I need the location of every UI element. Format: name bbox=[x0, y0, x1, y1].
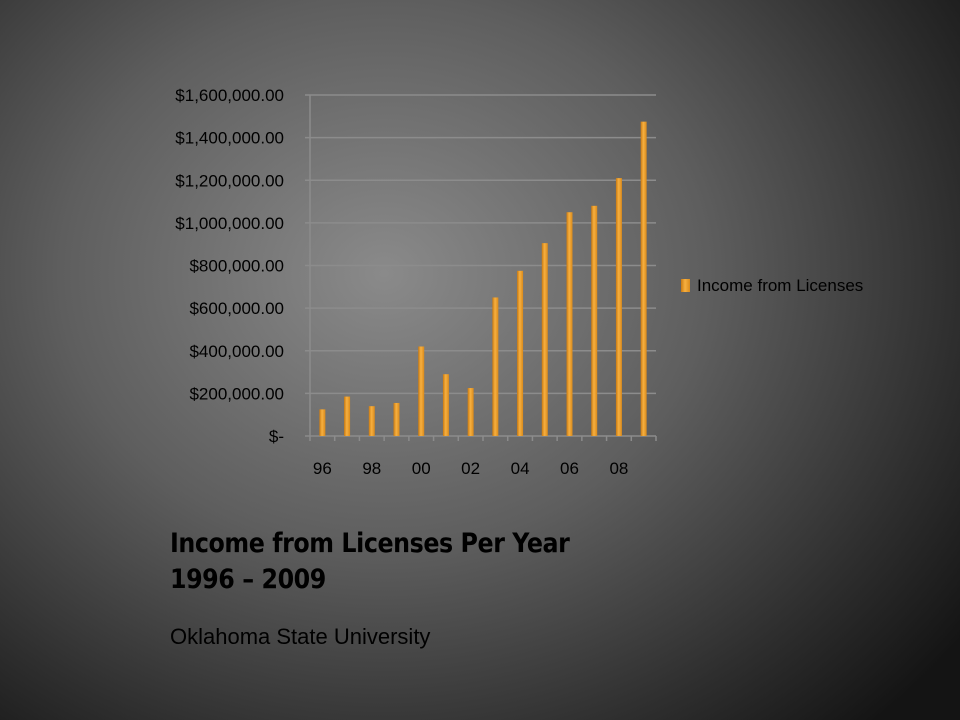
bar-2002 bbox=[467, 388, 474, 436]
y-tick-label: $1,200,000.00 bbox=[175, 171, 284, 190]
bar-2008 bbox=[615, 178, 622, 436]
bar-2007 bbox=[591, 205, 598, 436]
slide-subtitle: Oklahoma State University bbox=[170, 624, 431, 649]
legend-label: Income from Licenses bbox=[697, 276, 863, 295]
x-axis-tick-labels: 96 98 00 02 04 06 08 bbox=[313, 459, 628, 478]
bar-2004 bbox=[517, 270, 524, 436]
bar-1997 bbox=[344, 396, 351, 436]
bars bbox=[319, 121, 647, 436]
axes bbox=[305, 94, 657, 441]
bar-2000 bbox=[418, 346, 425, 436]
y-tick-label: $600,000.00 bbox=[189, 299, 284, 318]
y-tick-label: $- bbox=[269, 427, 284, 446]
bar-2006 bbox=[566, 212, 573, 436]
x-tick-label: 08 bbox=[609, 459, 628, 478]
bar-2003 bbox=[492, 297, 499, 436]
y-tick-label: $400,000.00 bbox=[189, 342, 284, 361]
bar-2009 bbox=[640, 121, 647, 436]
y-tick-label: $1,600,000.00 bbox=[175, 86, 284, 105]
slide-title: Income from Licenses Per Year 1996 – 200… bbox=[170, 526, 570, 598]
legend: Income from Licenses bbox=[681, 276, 863, 295]
title-line-2: 1996 – 2009 bbox=[170, 564, 326, 595]
y-tick-label: $1,000,000.00 bbox=[175, 214, 284, 233]
x-tick-label: 02 bbox=[461, 459, 480, 478]
bar-2001 bbox=[442, 374, 449, 436]
x-tick-label: 00 bbox=[412, 459, 431, 478]
y-tick-label: $1,400,000.00 bbox=[175, 129, 284, 148]
bar-1998 bbox=[368, 406, 375, 436]
legend-swatch bbox=[681, 279, 690, 292]
x-tick-label: 98 bbox=[362, 459, 381, 478]
x-tick-label: 04 bbox=[511, 459, 530, 478]
bar-1999 bbox=[393, 402, 400, 436]
bar-1996 bbox=[319, 409, 326, 436]
x-tick-label: 96 bbox=[313, 459, 332, 478]
gridlines bbox=[310, 94, 656, 395]
title-line-1: Income from Licenses Per Year bbox=[170, 528, 570, 559]
y-tick-label: $800,000.00 bbox=[189, 257, 284, 276]
bar-2005 bbox=[541, 243, 548, 436]
y-axis-tick-labels: $- $200,000.00 $400,000.00 $600,000.00 $800,… bbox=[175, 86, 284, 446]
x-tick-label: 06 bbox=[560, 459, 579, 478]
y-tick-label: $200,000.00 bbox=[189, 384, 284, 403]
